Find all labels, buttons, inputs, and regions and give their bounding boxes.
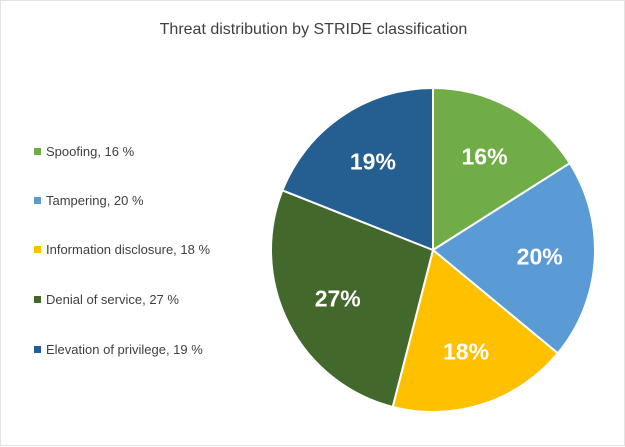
legend-swatch-denial-of-service [34,296,41,303]
legend-swatch-tampering [34,197,41,204]
pie-slice-elevation-of-privilege [281,86,434,252]
legend-item-tampering: Tampering, 20 % [34,193,144,208]
legend-swatch-elevation-of-privilege [34,346,41,353]
pie-slice-denial-of-service [270,189,435,409]
data-label-elevation-of-privilege: 19% [350,149,396,175]
pie-slice-spoofing [432,86,572,252]
legend-item-elevation-of-privilege: Elevation of privilege, 19 % [34,342,203,357]
pie-slice-information-disclosure [391,248,560,413]
data-label-spoofing: 16% [461,143,507,169]
chart-title: Threat distribution by STRIDE classifica… [159,21,468,38]
legend-label-spoofing: Spoofing, 16 % [46,144,135,159]
legend-swatch-information-disclosure [34,246,41,253]
pie-slice-tampering [431,161,596,355]
legend-item-denial-of-service: Denial of service, 27 % [34,292,179,307]
legend-item-information-disclosure: Information disclosure, 18 % [34,242,210,257]
legend-label-information-disclosure: Information disclosure, 18 % [46,242,211,257]
legend-label-tampering: Tampering, 20 % [46,193,144,208]
data-label-information-disclosure: 18% [443,339,489,365]
data-label-tampering: 20% [517,244,563,270]
legend-label-elevation-of-privilege: Elevation of privilege, 19 % [46,342,203,357]
data-label-denial-of-service: 27% [315,286,361,312]
legend-label-denial-of-service: Denial of service, 27 % [46,292,179,307]
legend-swatch-spoofing [34,148,41,155]
legend-item-spoofing: Spoofing, 16 % [34,144,134,159]
